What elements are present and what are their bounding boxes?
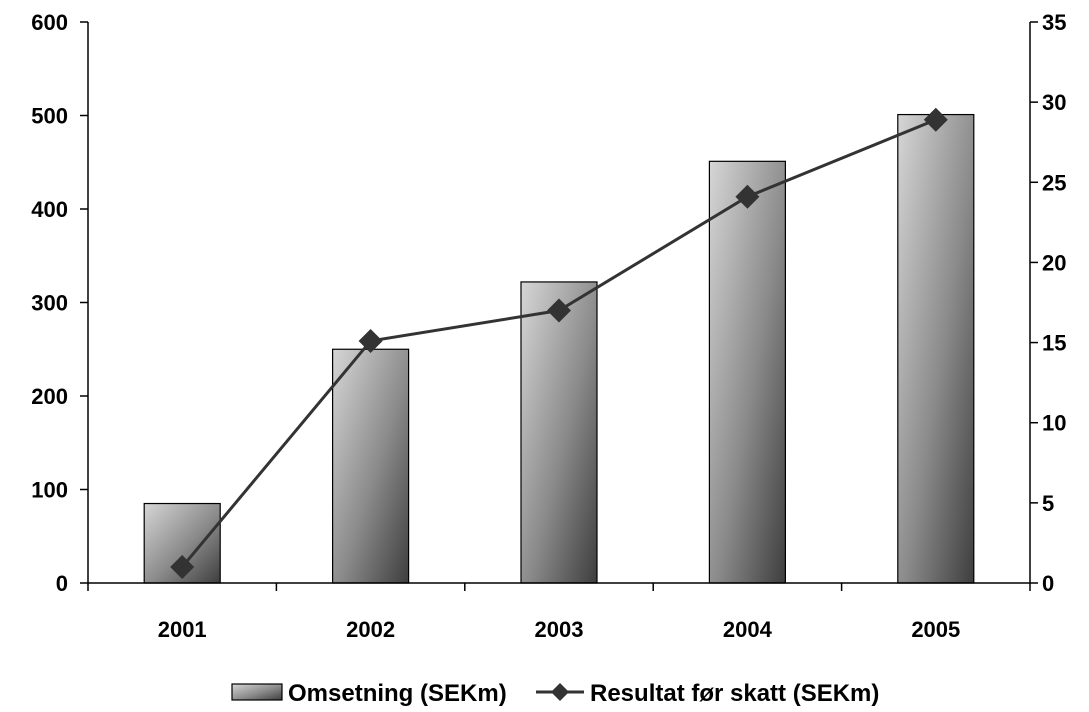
y-right-tick-label: 20	[1042, 250, 1066, 275]
y-left-tick-label: 0	[56, 571, 68, 596]
y-right-tick-label: 15	[1042, 331, 1066, 356]
y-right-tick-label: 10	[1042, 411, 1066, 436]
bar-2005	[897, 113, 975, 584]
bars-group	[143, 113, 975, 584]
y-left-tick-label: 600	[31, 10, 68, 35]
marker-2001	[170, 554, 195, 579]
y-right-tick-label: 25	[1042, 170, 1066, 195]
legend-label-bar: Omsetning (SEKm)	[288, 680, 507, 707]
x-tick-label: 2005	[911, 617, 960, 642]
line-group	[170, 107, 948, 579]
legend-label-line: Resultat før skatt (SEKm)	[590, 680, 879, 707]
y-left-tick-label: 200	[31, 384, 68, 409]
legend: Omsetning (SEKm) Resultat før skatt (SEK…	[231, 680, 879, 707]
y-left-tick-label: 100	[31, 478, 68, 503]
legend-swatch-marker	[551, 683, 569, 701]
marker-2003	[547, 298, 571, 323]
marker-2004	[735, 184, 760, 209]
y-left-tick-label: 400	[31, 197, 68, 222]
x-tick-label: 2001	[158, 617, 207, 642]
labels-group: 0 100 200 300 400 500 600 0 5 10 15 20 25 30 35 2001 200…	[31, 10, 1066, 642]
y-left-tick-label: 500	[31, 104, 68, 129]
y-left-tick-label: 300	[31, 291, 68, 316]
bar-2002	[332, 348, 410, 584]
x-tick-label: 2004	[723, 617, 773, 642]
y-right-tick-label: 35	[1042, 10, 1066, 35]
marker-2005	[923, 107, 948, 132]
axes-group	[80, 21, 1038, 591]
y-right-tick-label: 5	[1042, 491, 1054, 516]
x-tick-label: 2002	[346, 617, 395, 642]
bar-2004	[708, 160, 787, 584]
y-right-tick-label: 30	[1042, 90, 1066, 115]
x-tick-label: 2003	[535, 617, 584, 642]
legend-swatch-bar	[231, 683, 283, 701]
y-right-tick-label: 0	[1042, 571, 1054, 596]
marker-2002	[358, 328, 383, 353]
bar-2003	[520, 281, 598, 584]
